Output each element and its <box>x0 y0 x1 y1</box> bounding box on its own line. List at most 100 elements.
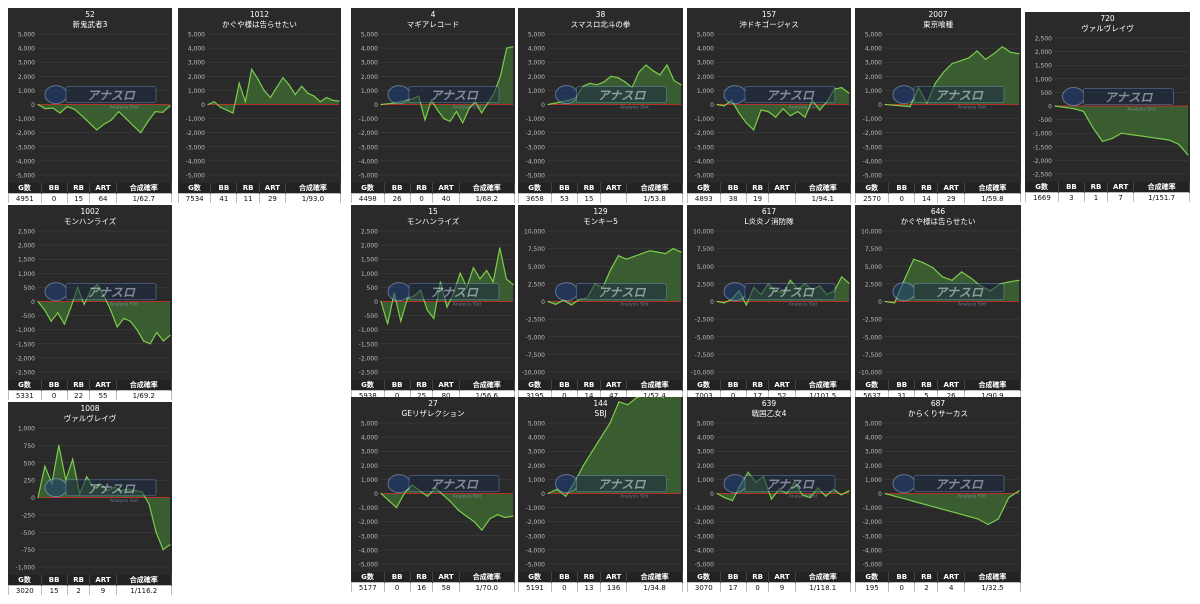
stats-value-cell: 19 <box>745 193 770 203</box>
data-point <box>848 92 850 94</box>
data-point <box>155 531 157 533</box>
machine-name: マギアレコード <box>407 20 460 29</box>
y-tick-label: 2,000 <box>18 243 35 250</box>
y-tick-label: 5,000 <box>18 32 35 39</box>
data-point <box>656 251 659 253</box>
data-point <box>1120 132 1123 134</box>
data-point <box>162 549 164 551</box>
machine-number: 4 <box>431 10 436 19</box>
y-tick-label: 10,000 <box>524 229 545 236</box>
stats-header-cell: G数 <box>687 380 721 391</box>
data-point <box>976 50 978 52</box>
data-point <box>462 122 464 124</box>
y-tick-label: -500 <box>1038 117 1052 124</box>
data-point <box>1018 279 1020 281</box>
anaslo-logo-watermark: アナスロ Analysis Slot <box>555 282 667 308</box>
watermark-text: アナスロ <box>87 482 136 496</box>
series-line <box>547 247 682 306</box>
y-tick-label: 500 <box>24 285 36 292</box>
watermark-subtitle: Analysis Slot <box>453 494 482 500</box>
stats-header-cell: 合成確率 <box>116 380 172 391</box>
data-point <box>395 507 398 509</box>
y-tick-label: -4,000 <box>186 158 206 165</box>
data-point <box>901 105 903 107</box>
stats-table: G数 BB RB ART 合成確率 1669 3 1 7 1/151.7 <box>1025 182 1190 202</box>
y-tick-label: -2,000 <box>359 130 379 137</box>
data-point <box>993 53 995 55</box>
data-point <box>44 108 46 110</box>
stats-value-cell: 13 <box>577 582 601 592</box>
data-point <box>512 284 514 286</box>
y-tick-label: -5,000 <box>359 562 379 569</box>
y-tick-label: 0 <box>878 491 882 498</box>
data-point <box>610 75 612 77</box>
data-point <box>52 107 54 109</box>
y-tick-label: -10,000 <box>691 370 714 377</box>
stats-table: G数 BB RB ART 合成確率 5177 0 16 58 1/70.0 <box>351 572 515 592</box>
stats-value-cell: 0 <box>887 582 916 592</box>
y-tick-label: 0 <box>31 495 35 502</box>
y-tick-label: 1,000 <box>1035 76 1052 83</box>
y-tick-label: -5,000 <box>186 173 206 180</box>
y-tick-label: -250 <box>21 512 35 519</box>
stats-header-cell: G数 <box>178 183 212 194</box>
stats-table: G数 BB RB ART 合成確率 7534 41 11 29 1/93.0 <box>178 183 341 203</box>
data-point <box>424 119 426 121</box>
data-point <box>603 81 605 83</box>
watermark-text: アナスロ <box>598 89 647 103</box>
stats-value-cell: 0 <box>550 390 579 400</box>
stats-header-cell: RB <box>577 572 601 583</box>
y-tick-label: 0 <box>201 102 205 109</box>
anaslo-logo-watermark: アナスロ Analysis Slot <box>892 474 1005 500</box>
stats-header-cell: G数 <box>518 380 552 391</box>
data-point <box>147 120 149 122</box>
data-point <box>439 281 441 283</box>
stats-header-cell: RB <box>67 183 91 194</box>
anaslo-logo-watermark: アナスロ Analysis Slot <box>723 85 836 111</box>
stats-value-cell: 0 <box>40 193 68 203</box>
anaslo-logo-watermark: アナスロ Analysis Slot <box>555 474 667 500</box>
slot-chart-panel: 1002 モンハンライズ 2,500 2,000 1,500 1,000 500 0 -500 -… <box>8 205 172 400</box>
data-point <box>446 306 448 308</box>
data-point <box>554 102 556 104</box>
data-point <box>66 106 68 108</box>
y-tick-label: -5,000 <box>359 173 379 180</box>
data-point <box>672 248 674 250</box>
stats-table: G数 BB RB ART 合成確率 5938 0 25 80 1/56.6 <box>351 380 515 400</box>
data-point <box>148 503 150 506</box>
data-point <box>269 96 271 99</box>
data-point <box>951 279 953 281</box>
machine-name: L炎炎ノ消防隊 <box>744 216 794 226</box>
stats-value-cell: 0 <box>745 582 770 592</box>
machine-name: スマスロ北斗の拳 <box>571 19 631 29</box>
stats-value-cell: 1/56.6 <box>458 390 515 400</box>
data-point <box>213 101 215 103</box>
watermark-text: アナスロ <box>430 478 479 492</box>
stats-header-cell: G数 <box>518 572 552 583</box>
y-tick-label: 0 <box>710 299 714 306</box>
series-line <box>207 67 340 114</box>
slot-chart-panel: 720 ヴァルヴレイヴ 2,500 2,000 1,500 1,000 500 0 -500 -1… <box>1025 12 1190 202</box>
series-line <box>884 490 1020 526</box>
data-point <box>941 276 943 278</box>
machine-name: 東京喰種 <box>923 19 953 29</box>
data-point <box>512 46 514 48</box>
slot-chart-panel: 639 戦国乙女4 5,000 4,000 3,000 2,000 1,000 0 -1,000… <box>687 397 851 592</box>
anaslo-logo-watermark: アナスロ Analysis Slot <box>44 282 157 308</box>
stats-header-cell: BB <box>720 380 747 391</box>
stats-header-cell: BB <box>720 183 747 194</box>
stats-value-cell: 0 <box>40 390 68 400</box>
data-point <box>633 255 635 257</box>
stats-table: G数 BB RB ART 合成確率 3195 0 14 47 1/52.4 <box>518 380 683 400</box>
y-tick-label: 5,000 <box>528 421 545 428</box>
data-point <box>468 108 470 110</box>
stats-header-cell: RB <box>746 572 770 583</box>
data-point <box>63 323 65 325</box>
slot-chart-panel: 157 沖ドキゴージャス 5,000 4,000 3,000 2,000 1,000 0 -1,… <box>687 8 851 203</box>
data-point <box>481 529 483 531</box>
stats-header-cell: 合成確率 <box>116 183 172 194</box>
stats-header-cell: G数 <box>518 183 552 194</box>
